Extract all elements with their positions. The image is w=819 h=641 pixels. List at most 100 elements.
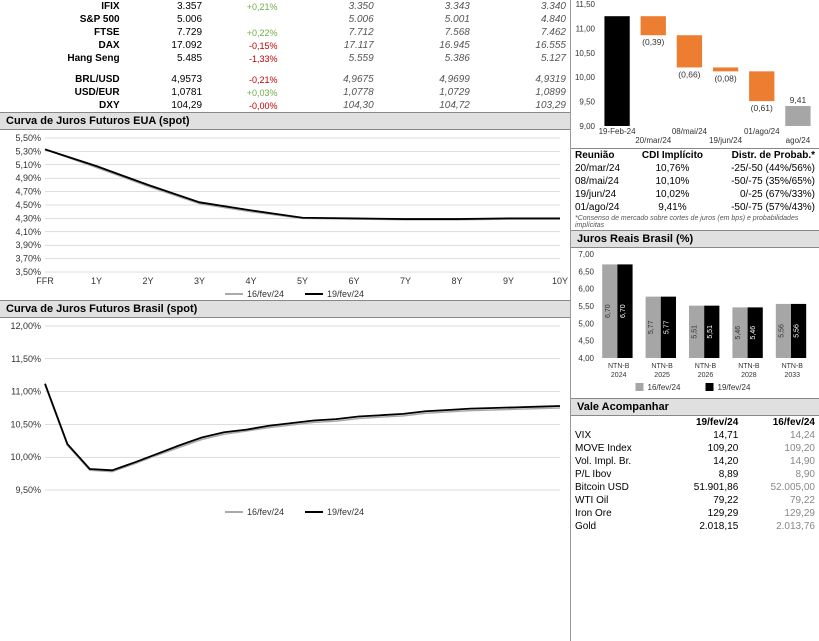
svg-text:19/fev/24: 19/fev/24 (327, 289, 364, 299)
svg-text:10,00: 10,00 (575, 73, 596, 82)
svg-text:7,00: 7,00 (578, 250, 594, 259)
svg-text:16/fev/24: 16/fev/24 (648, 383, 681, 392)
svg-text:5,56: 5,56 (778, 324, 785, 338)
svg-text:4,50: 4,50 (578, 337, 594, 346)
svg-text:4,70%: 4,70% (15, 187, 41, 197)
svg-text:2024: 2024 (611, 372, 627, 379)
svg-text:4,10%: 4,10% (15, 227, 41, 237)
chart-us-curve: 3,50%3,70%3,90%4,10%4,30%4,50%4,70%4,90%… (0, 130, 570, 300)
section-title-br-curve: Curva de Juros Futuros Brasil (spot) (0, 300, 570, 318)
reuniao-row: 01/ago/249,41%-50/-75 (57%/43%) (571, 201, 819, 214)
svg-text:(0,61): (0,61) (751, 103, 773, 113)
svg-text:2Y: 2Y (142, 276, 153, 286)
section-title-juros-reais: Juros Reais Brasil (%) (571, 230, 819, 248)
svg-text:(0,66): (0,66) (678, 69, 700, 79)
market-row: IFIX3.357+0,21%3.3503.3433.340 (0, 0, 570, 13)
svg-text:5Y: 5Y (297, 276, 308, 286)
svg-text:19/fev/24: 19/fev/24 (718, 383, 751, 392)
svg-text:11,50: 11,50 (576, 0, 596, 9)
svg-text:7Y: 7Y (400, 276, 411, 286)
vale-acompanhar-table: 19/fev/24 16/fev/24 VIX14,7114,24MOVE In… (571, 416, 819, 533)
waterfall-chart: 9,00 9,50 10,00 10,50 11,00 11,50 (0,39) (0,66)… (571, 0, 819, 148)
svg-text:11,50%: 11,50% (11, 354, 41, 364)
svg-text:5,50: 5,50 (578, 302, 594, 311)
svg-text:2025: 2025 (654, 372, 670, 379)
va-row: Gold2.018,152.013,76 (571, 520, 819, 533)
svg-text:5,77: 5,77 (663, 320, 670, 334)
svg-text:5,51: 5,51 (707, 325, 714, 339)
va-row: Vol. Impl. Br.14,2014,90 (571, 455, 819, 468)
section-title-us-curve: Curva de Juros Futuros EUA (spot) (0, 112, 570, 130)
market-row: FTSE7.729+0,22%7.7127.5687.462 (0, 26, 570, 39)
market-row: USD/EUR1,0781+0,03%1,07781,07291,0899 (0, 86, 570, 99)
svg-text:10,50%: 10,50% (10, 419, 41, 429)
section-title-vale-acompanhar: Vale Acompanhar (571, 398, 819, 416)
svg-text:ago/24: ago/24 (786, 136, 811, 145)
svg-text:3Y: 3Y (194, 276, 205, 286)
svg-text:9Y: 9Y (503, 276, 514, 286)
svg-text:5,46: 5,46 (735, 326, 742, 340)
reuniao-table: Reunião CDI Implícito Distr. de Probab.*… (571, 148, 819, 214)
svg-text:4,90%: 4,90% (15, 173, 41, 183)
svg-text:11,00%: 11,00% (11, 387, 41, 397)
svg-text:2026: 2026 (698, 372, 714, 379)
svg-text:3,90%: 3,90% (15, 240, 41, 250)
market-row: DXY104,29-0,00%104,30104,72103,29 (0, 99, 570, 112)
svg-text:11,00: 11,00 (576, 24, 596, 33)
svg-text:(0,39): (0,39) (642, 37, 664, 47)
juros-reais-chart: 4,004,505,005,506,006,507,006,706,70NTN-… (571, 248, 819, 398)
svg-text:16/fev/24: 16/fev/24 (247, 507, 284, 517)
svg-text:(0,08): (0,08) (714, 73, 736, 83)
va-row: MOVE Index109,20109,20 (571, 442, 819, 455)
va-row: Iron Ore129,29129,29 (571, 507, 819, 520)
svg-text:6Y: 6Y (348, 276, 359, 286)
reuniao-row: 20/mar/2410,76%-25/-50 (44%/56%) (571, 162, 819, 175)
svg-text:6,00: 6,00 (578, 285, 594, 294)
va-header-date2: 16/fev/24 (742, 416, 819, 429)
svg-text:19/fev/24: 19/fev/24 (327, 507, 364, 517)
svg-text:4,00: 4,00 (578, 354, 594, 363)
svg-text:10,50: 10,50 (575, 49, 596, 58)
market-row: DAX17.092-0,15%17.11716.94516.555 (0, 39, 570, 52)
svg-text:4,50%: 4,50% (15, 200, 41, 210)
va-row: Bitcoin USD51.901,8652.005,00 (571, 481, 819, 494)
svg-text:5,00: 5,00 (578, 319, 594, 328)
svg-text:9,50: 9,50 (579, 98, 595, 107)
chart-br-curve: 9,50% 10,00% 10,50% 11,00% 11,50% 12,00% 16/fe… (0, 318, 570, 518)
svg-text:5,10%: 5,10% (15, 160, 41, 170)
svg-text:10,00%: 10,00% (10, 452, 41, 462)
svg-text:2033: 2033 (785, 372, 801, 379)
va-row: P/L Ibov8,898,90 (571, 468, 819, 481)
svg-text:08/mai/24: 08/mai/24 (672, 127, 708, 136)
svg-text:19-Feb-24: 19-Feb-24 (599, 127, 636, 136)
svg-text:3,70%: 3,70% (15, 254, 41, 264)
svg-text:9,00: 9,00 (579, 122, 595, 131)
market-row: S&P 5005.0065.0065.0014.840 (0, 13, 570, 26)
svg-text:5,46: 5,46 (750, 326, 757, 340)
svg-text:9,50%: 9,50% (15, 485, 41, 495)
svg-text:8Y: 8Y (451, 276, 462, 286)
svg-text:NTN-B: NTN-B (738, 363, 760, 370)
svg-text:5,30%: 5,30% (15, 146, 41, 156)
svg-text:6,70: 6,70 (605, 304, 612, 318)
svg-text:9,41: 9,41 (790, 95, 807, 105)
svg-text:4,30%: 4,30% (15, 213, 41, 223)
va-row: VIX14,7114,24 (571, 429, 819, 442)
reuniao-row: 19/jun/2410,02%0/-25 (67%/33%) (571, 188, 819, 201)
svg-text:5,51: 5,51 (692, 325, 699, 339)
svg-text:01/ago/24: 01/ago/24 (744, 127, 780, 136)
svg-text:1Y: 1Y (91, 276, 102, 286)
svg-text:5,50%: 5,50% (15, 133, 41, 143)
svg-text:5,56: 5,56 (794, 324, 801, 338)
market-row: BRL/USD4,9573-0,21%4,96754,96994,9319 (0, 73, 570, 86)
svg-text:12,00%: 12,00% (10, 321, 41, 331)
svg-text:6,50: 6,50 (578, 267, 594, 276)
svg-text:16/fev/24: 16/fev/24 (247, 289, 284, 299)
svg-text:4Y: 4Y (245, 276, 256, 286)
reuniao-row: 08/mai/2410,10%-50/-75 (35%/65%) (571, 175, 819, 188)
svg-text:10Y: 10Y (552, 276, 568, 286)
reuniao-header-cdi: CDI Implícito (632, 149, 712, 163)
svg-text:NTN-B: NTN-B (608, 363, 630, 370)
market-row: Hang Seng5.485-1,33%5.5595.3865.127 (0, 52, 570, 65)
reuniao-header-prob: Distr. de Probab.* (712, 149, 819, 163)
